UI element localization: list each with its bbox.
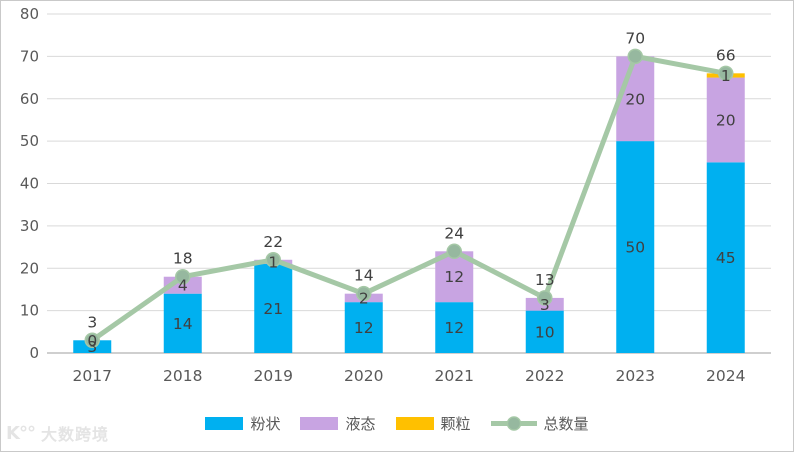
- segment-data-label: 3: [87, 338, 97, 356]
- segment-data-label: 2: [359, 289, 369, 307]
- y-tick-label: 20: [20, 259, 39, 277]
- legend-item-powder: 粉状: [205, 413, 280, 434]
- bar-segment: [254, 264, 293, 353]
- segment-data-label: 12: [354, 319, 374, 337]
- total-marker: [718, 65, 734, 82]
- segment-data-label: 20: [625, 90, 645, 108]
- bar-segment: [525, 310, 564, 353]
- segment-data-label: 12: [444, 319, 464, 337]
- total-data-label: 13: [535, 271, 555, 289]
- legend: 粉状 液态 颗粒 总数量: [1, 406, 793, 440]
- total-marker: [84, 332, 100, 349]
- line-marker-icon-part: [506, 415, 521, 431]
- x-tick-label: 2023: [616, 367, 655, 385]
- y-tick-label: 60: [20, 90, 39, 108]
- legend-label-granule: 颗粒: [440, 414, 471, 433]
- y-tick-label: 50: [20, 132, 39, 150]
- segment-data-label: 3: [540, 296, 550, 314]
- total-data-label: 14: [354, 267, 374, 285]
- x-tick-label: 2021: [435, 367, 474, 385]
- bar-segment: [616, 141, 655, 353]
- bar-segment: [706, 77, 745, 163]
- total-data-label: 70: [625, 29, 645, 47]
- liquid-swatch: [300, 416, 339, 430]
- legend-label-powder: 粉状: [250, 414, 281, 433]
- total-data-label: 3: [87, 313, 97, 331]
- x-tick-label: 2024: [706, 367, 745, 385]
- watermark-text: 大数跨境: [40, 425, 109, 444]
- segment-data-label: 1: [268, 253, 278, 271]
- x-tick-label: 2022: [525, 367, 564, 385]
- total-marker: [265, 252, 281, 268]
- watermark-logo-icon: K°°: [6, 422, 36, 444]
- legend-item-total: 总数量: [490, 413, 589, 434]
- y-tick-label: 80: [20, 5, 39, 23]
- line-marker-icon: [490, 415, 537, 431]
- y-tick-label: 10: [20, 302, 39, 320]
- segment-data-label: 21: [263, 300, 283, 318]
- segment-data-label: 1: [721, 67, 731, 85]
- x-tick-label: 2018: [163, 367, 202, 385]
- y-tick-label: 30: [20, 217, 39, 235]
- segment-data-label: 50: [625, 239, 645, 257]
- segment-data-label: 4: [178, 277, 188, 295]
- total-data-label: 66: [716, 46, 736, 64]
- legend-item-granule: 颗粒: [395, 413, 471, 434]
- powder-swatch: [205, 416, 244, 430]
- segment-data-label: 0: [87, 332, 97, 350]
- segment-data-label: 20: [716, 111, 736, 129]
- y-tick-label: 40: [20, 175, 39, 193]
- total-line: [90, 53, 727, 343]
- total-marker: [537, 290, 553, 306]
- legend-label-liquid: 液态: [345, 414, 376, 433]
- segment-data-label: 14: [173, 315, 193, 333]
- legend-label-total: 总数量: [543, 414, 589, 433]
- total-data-label: 24: [444, 224, 464, 242]
- segment-data-label: 10: [535, 323, 555, 341]
- y-tick-label: 70: [20, 47, 39, 65]
- total-data-label: 18: [173, 250, 193, 268]
- bar-segment: [706, 162, 745, 353]
- x-tick-label: 2019: [254, 367, 293, 385]
- segment-data-label: 12: [444, 268, 464, 286]
- bar-segment: [435, 302, 474, 353]
- y-tick-label: 0: [29, 344, 39, 362]
- granule-swatch: [395, 416, 434, 430]
- x-tick-label: 2020: [344, 367, 383, 385]
- bar-segment: [163, 293, 202, 353]
- total-data-label: 22: [263, 233, 283, 251]
- watermark: K°° 大数跨境: [6, 421, 109, 445]
- segment-data-label: 45: [716, 249, 736, 267]
- bar-segment: [344, 302, 383, 353]
- total-marker: [627, 48, 643, 65]
- bar-segment: [616, 56, 655, 142]
- total-marker: [356, 285, 372, 302]
- legend-item-liquid: 液态: [300, 413, 376, 434]
- x-tick-label: 2017: [73, 367, 112, 385]
- total-marker: [446, 243, 462, 260]
- total-marker: [175, 268, 191, 285]
